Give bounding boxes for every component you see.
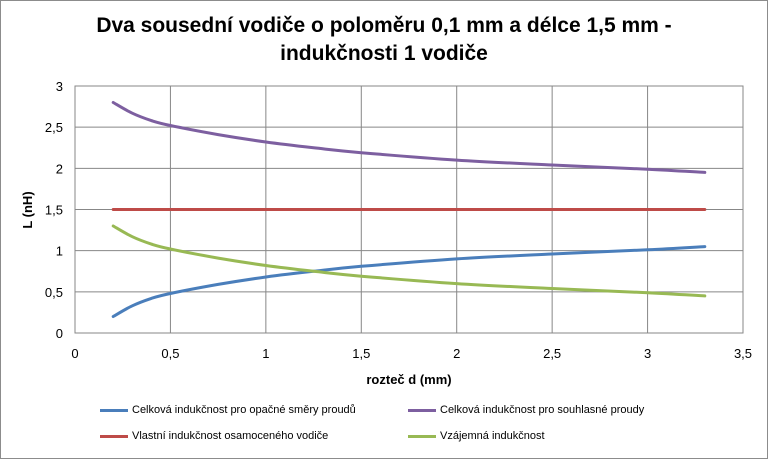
chart-title: Dva sousední vodiče o poloměru 0,1 mm a … — [0, 12, 768, 68]
legend-swatch — [100, 408, 128, 412]
y-tick-label: 1,5 — [45, 203, 63, 218]
chart-title-line-1: Dva sousední vodiče o poloměru 0,1 mm a … — [96, 14, 672, 37]
y-tick-label: 2 — [56, 161, 63, 176]
y-tick-label: 1 — [56, 244, 63, 259]
x-tick-label: 1,5 — [352, 346, 370, 361]
legend-label: Vlastní indukčnost osamoceného vodiče — [132, 430, 329, 442]
x-axis-label: rozteč d (mm) — [366, 372, 451, 387]
legend-swatch — [408, 408, 436, 412]
legend-item: Vzájemná indukčnost — [408, 430, 545, 442]
legend-swatch — [100, 434, 128, 438]
x-tick-label: 3 — [644, 346, 651, 361]
x-tick-label: 2 — [453, 346, 460, 361]
x-tick-label: 0 — [71, 346, 78, 361]
x-tick-label: 1 — [262, 346, 269, 361]
plot-area-border — [74, 85, 744, 334]
legend-item: Celková indukčnost pro opačné směry prou… — [100, 404, 356, 416]
tick-labels: 0 0,5 1 1,5 2 2,5 3 3,5 0 0,5 1 1,5 2 2,5 3 — [45, 79, 752, 361]
legend-label: Vzájemná indukčnost — [440, 430, 545, 442]
chart-title-line-2: indukčnosti 1 vodiče — [280, 42, 488, 65]
series-line-2 — [111, 101, 707, 174]
legend-item: Celková indukčnost pro souhlasné proudy — [408, 404, 644, 416]
series-lines — [111, 101, 707, 318]
legend-item: Vlastní indukčnost osamoceného vodiče — [100, 430, 328, 442]
y-axis-label: L (nH) — [20, 191, 35, 228]
x-tick-label: 3,5 — [734, 346, 752, 361]
y-tick-label: 0,5 — [45, 285, 63, 300]
x-tick-label: 2,5 — [543, 346, 561, 361]
y-tick-label: 0 — [56, 326, 63, 341]
x-tick-label: 0,5 — [161, 346, 179, 361]
legend-swatch — [408, 434, 436, 438]
legend-label: Celková indukčnost pro souhlasné proudy — [440, 404, 645, 416]
y-tick-label: 2,5 — [45, 120, 63, 135]
legend-label: Celková indukčnost pro opačné směry prou… — [132, 404, 356, 416]
series-line-4 — [111, 224, 707, 298]
y-tick-label: 3 — [56, 79, 63, 94]
